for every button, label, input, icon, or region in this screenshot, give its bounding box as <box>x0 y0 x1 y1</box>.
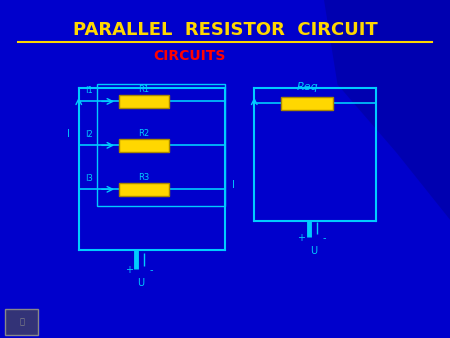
Text: R2: R2 <box>139 129 149 138</box>
Bar <box>119 183 169 196</box>
Text: ⬛: ⬛ <box>19 317 24 326</box>
Text: I3: I3 <box>85 174 93 183</box>
Text: I: I <box>68 129 70 139</box>
Text: U: U <box>137 277 144 288</box>
Bar <box>97 84 225 206</box>
Bar <box>281 97 333 110</box>
Text: U: U <box>310 245 317 256</box>
Text: I1: I1 <box>85 86 93 95</box>
Text: -: - <box>322 233 326 243</box>
Text: Req: Req <box>296 81 318 92</box>
Bar <box>119 95 169 108</box>
Text: R3: R3 <box>139 173 149 182</box>
Text: -: - <box>149 265 153 275</box>
Text: PARALLEL  RESISTOR  CIRCUIT: PARALLEL RESISTOR CIRCUIT <box>72 21 378 40</box>
Text: I2: I2 <box>85 130 93 139</box>
Text: +: + <box>297 233 306 243</box>
Bar <box>4 309 38 335</box>
Polygon shape <box>324 0 450 220</box>
Text: I: I <box>232 179 234 190</box>
Text: +: + <box>125 265 133 275</box>
Text: CIRCUITS: CIRCUITS <box>153 49 225 63</box>
Text: R1: R1 <box>139 85 149 94</box>
Bar <box>119 139 169 152</box>
